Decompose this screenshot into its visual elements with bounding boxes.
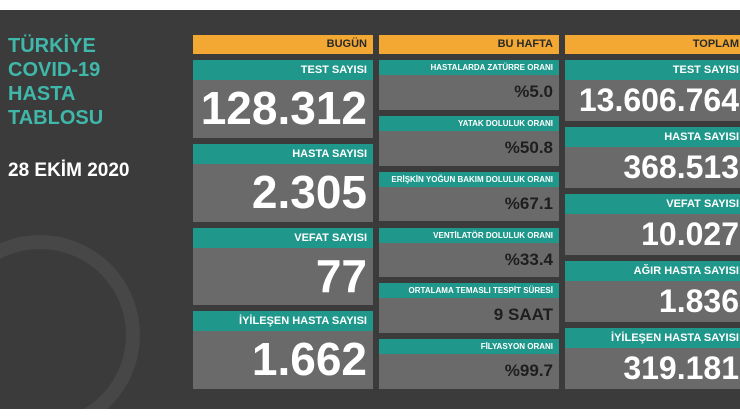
- stat-value: 10.027: [565, 214, 740, 255]
- stat-value: 1.836: [565, 281, 740, 322]
- stat-value: 1.662: [193, 331, 373, 389]
- stat-label: ERİŞKİN YOĞUN BAKIM DOLULUK ORANI: [379, 171, 559, 187]
- stat-label: HASTA SAYISI: [193, 143, 373, 164]
- stat-value: 9 SAAT: [379, 298, 559, 334]
- stat-value: %99.7: [379, 354, 559, 389]
- title-line: HASTA: [8, 83, 76, 105]
- stat-value: 13.606.764: [565, 80, 740, 121]
- stat-value: %5.0: [379, 75, 559, 110]
- stat-label: HASTA SAYISI: [565, 127, 740, 147]
- stat-value: %67.1: [379, 186, 559, 222]
- dashboard: TÜRKİYE COVID-19 HASTA TABLOSU 28 EKİM 2020…: [0, 10, 740, 409]
- stat-label: TEST SAYISI: [565, 60, 740, 80]
- stat-value: 319.181: [565, 348, 740, 389]
- stat-label: İYİLEŞEN HASTA SAYISI: [565, 328, 740, 348]
- stat-value: %50.8: [379, 130, 559, 166]
- title-line: TÜRKİYE: [8, 35, 96, 57]
- stat-label: AĞIR HASTA SAYISI: [565, 261, 740, 281]
- stat-label: VENTİLATÖR DOLULUK ORANI: [379, 227, 559, 243]
- stat-label: VEFAT SAYISI: [565, 194, 740, 214]
- date: 28 EKİM 2020: [8, 160, 130, 181]
- stat-value: 368.513: [565, 147, 740, 188]
- column-heading: BU HAFTA: [379, 35, 559, 54]
- emblem: [0, 235, 140, 409]
- title-line: COVID-19: [8, 59, 101, 81]
- stat-label: HASTALARDA ZATÜRRE ORANI: [379, 60, 559, 75]
- stat-value: 128.312: [193, 80, 373, 138]
- stat-value: 77: [193, 247, 373, 306]
- title: TÜRKİYE COVID-19 HASTA TABLOSU: [8, 34, 103, 130]
- column-heading: TOPLAM: [565, 35, 740, 54]
- stat-value: 2.305: [193, 163, 373, 222]
- stat-label: VEFAT SAYISI: [193, 227, 373, 248]
- title-line: TABLOSU: [8, 107, 104, 129]
- column-heading: BUGÜN: [193, 35, 373, 54]
- stat-label: ORTALAMA TEMASLI TESPİT SÜRESİ: [379, 283, 559, 299]
- stat-label: YATAK DOLULUK ORANI: [379, 115, 559, 131]
- stat-label: FİLYASYON ORANI: [379, 339, 559, 355]
- stat-label: İYİLEŞEN HASTA SAYISI: [193, 311, 373, 332]
- stat-value: %33.4: [379, 242, 559, 278]
- stat-label: TEST SAYISI: [193, 60, 373, 80]
